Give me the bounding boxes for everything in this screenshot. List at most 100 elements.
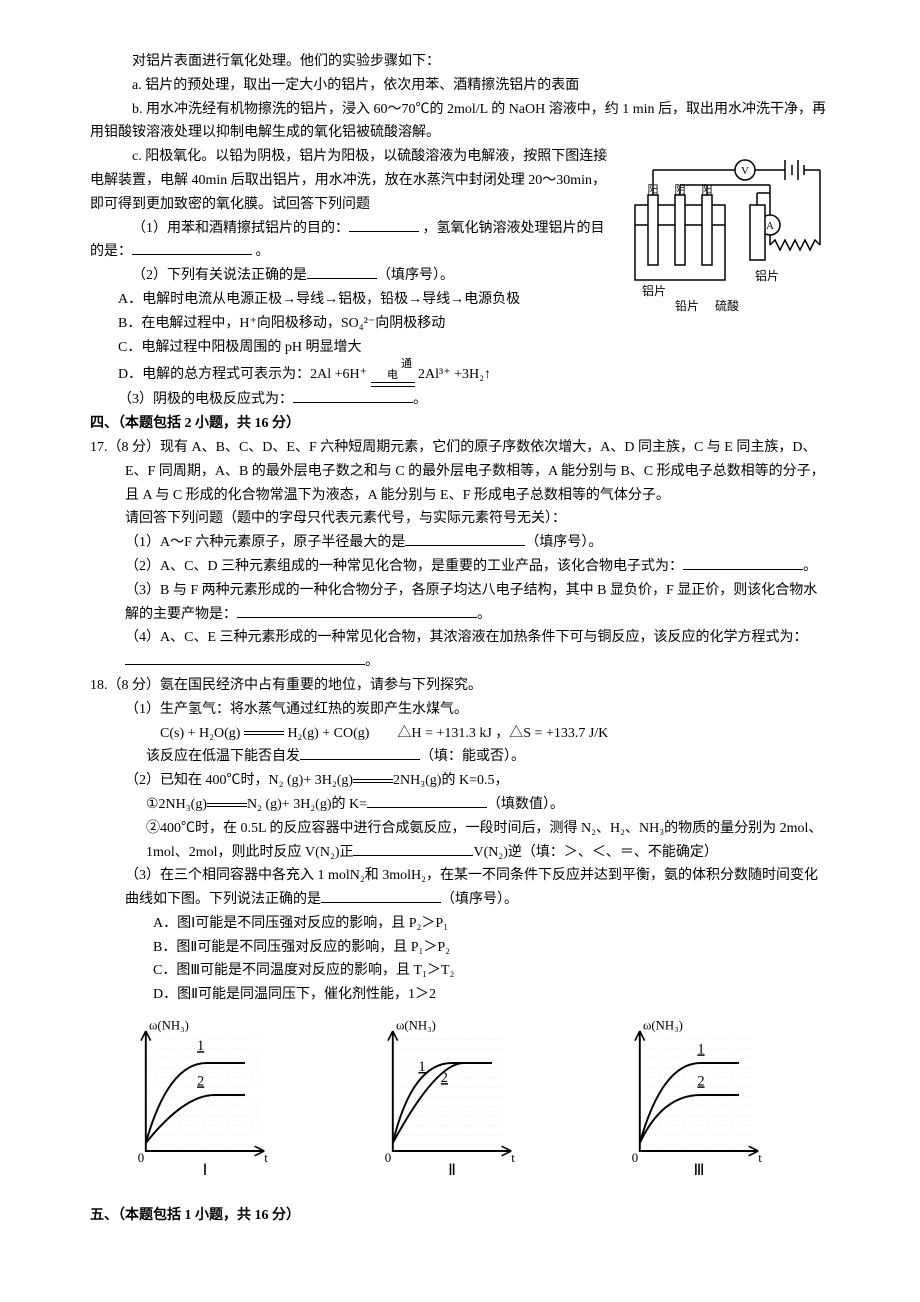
option-d: D．电解的总方程式可表示为：2Al +6H⁺ 通电 2Al³⁺ +3H₂↑	[90, 359, 830, 388]
q1-a: （1）用苯和酒精擦拭铝片的目的：	[132, 221, 349, 236]
blank	[307, 264, 377, 279]
q3: （3）阴极的电极反应式为： 。	[90, 388, 830, 412]
blank	[300, 745, 420, 760]
blank	[237, 603, 477, 618]
q18-3a: （3）在三个相同容器中各充入 1 molN₂和 3molH₂，在某一不同条件下反…	[90, 864, 830, 912]
svg-text:2: 2	[697, 1073, 704, 1089]
option-c: C．电解过程中阳极周围的 pH 明显增大	[90, 336, 830, 360]
eq1-right: H₂(g) + CO(g) △H = +131.3 kJ ，△S = +133.…	[287, 726, 608, 741]
q17-stem: 17.（8 分）现有 A、B、C、D、E、F 六种短周期元素，它们的原子序数依次…	[90, 436, 830, 507]
label-al-left: 铝片	[642, 283, 666, 298]
reversible-arrow	[207, 803, 247, 807]
q17-note: 请回答下列问题（题中的字母只代表元素代号，与实际元素符号无关）：	[90, 507, 830, 531]
q17-2: （2）A、C、D 三种元素组成的一种常见化合物，是重要的工业产品，该化合物电子式…	[90, 555, 830, 579]
svg-text:t: t	[511, 1151, 515, 1165]
q18-2b-2: N₂ (g)+ 3H₂(g)的 K=	[247, 797, 367, 812]
svg-text:ω(NH₃): ω(NH₃)	[643, 1018, 683, 1032]
q18-2c: ②400℃时，在 0.5L 的反应容器中进行合成氨反应，一段时间后，测得 N₂、…	[90, 817, 830, 865]
label-lead: 铅片	[675, 299, 699, 313]
reversible-arrow	[244, 731, 284, 735]
svg-text:Ⅱ: Ⅱ	[448, 1162, 456, 1179]
svg-text:1: 1	[418, 1059, 425, 1075]
blank	[132, 240, 252, 255]
svg-text:ω(NH₃): ω(NH₃)	[396, 1018, 436, 1032]
step-b-text: b. 用水冲洗经有机物擦洗的铝片，浸入 60～70℃的 2mol/L 的 NaO…	[90, 102, 826, 141]
arrow-top: 通电	[371, 359, 415, 381]
q18-1c: （填：能或否）。	[420, 749, 525, 764]
q17-1a: （1）A～F 六种元素原子，原子半径最大的是	[125, 535, 405, 550]
chart-3: 1 2 ω(NH₃) 0 t Ⅲ	[627, 1015, 787, 1192]
blank	[683, 555, 803, 570]
label-yin: 阴	[675, 183, 686, 196]
svg-text:1: 1	[697, 1041, 704, 1057]
step-b: b. 用水冲洗经有机物擦洗的铝片，浸入 60～70℃的 2mol/L 的 NaO…	[90, 98, 830, 146]
q18-2a-1: （2）已知在 400℃时，N₂ (g)+ 3H₂(g)	[125, 773, 353, 788]
svg-text:2: 2	[197, 1073, 204, 1089]
q18-2b-3: （填数值）。	[487, 797, 564, 812]
q18-opt-a: A．图Ⅰ可能是不同压强对反应的影响，且 P₂＞P₁	[90, 912, 830, 936]
label-acid: 硫酸	[715, 298, 739, 313]
q17-1b: （填序号）。	[525, 535, 602, 550]
q18-stem: 18.（8 分）氨在国民经济中占有重要的地位，请参与下列探究。	[90, 674, 830, 698]
q17-1: （1）A～F 六种元素原子，原子半径最大的是 （填序号）。	[90, 531, 830, 555]
blank	[125, 650, 365, 665]
label-yang: 阳	[648, 183, 659, 196]
chart-1: 12ω(NH₃)0tⅠ	[133, 1015, 293, 1192]
q18-opt-b: B．图Ⅱ可能是不同压强对反应的影响，且 P₁＞P₂	[90, 936, 830, 960]
q18-2b-1: ①2NH₃(g)	[146, 797, 207, 812]
eq1-left: C(s) + H₂O(g)	[160, 726, 240, 741]
svg-text:t: t	[265, 1151, 269, 1165]
svg-text:1: 1	[197, 1038, 204, 1054]
opt-d-1: D．电解的总方程式可表示为：2Al +6H⁺	[118, 367, 367, 382]
q18-2a-2: 2NH₃(g)的 K=0.5，	[393, 773, 508, 788]
q1-c: 。	[256, 244, 270, 259]
q17-4a: （4）A、C、E 三种元素形成的一种常见化合物，其浓溶液在加热条件下可与铜反应，…	[125, 630, 808, 645]
chart-2: 12ω(NH₃)0tⅡ	[380, 1015, 540, 1192]
q17-2a: （2）A、C、D 三种元素组成的一种常见化合物，是重要的工业产品，该化合物电子式…	[125, 559, 683, 574]
blank	[405, 531, 525, 546]
svg-text:V: V	[741, 165, 749, 177]
blank	[353, 841, 473, 856]
svg-text:A: A	[766, 220, 774, 232]
q2-text: （2）下列有关说法正确的是	[132, 268, 307, 283]
svg-text:0: 0	[631, 1151, 637, 1165]
label-al-right: 铝片	[755, 268, 779, 283]
q18-2c-2: V(N₂)逆（填：＞、＜、＝、不能确定）	[473, 845, 717, 860]
electrolysis-diagram: V A 阳 阴 阳 铝片 铅片 硫酸 铝片	[620, 145, 830, 334]
svg-text:0: 0	[138, 1151, 144, 1165]
q2-tail: （填序号）。	[377, 268, 454, 283]
blank	[321, 888, 441, 903]
charts-row: 12ω(NH₃)0tⅠ 12ω(NH₃)0tⅡ 12ω(NH₃)0tⅢ	[90, 1015, 830, 1192]
q17-4b: 。	[365, 654, 379, 669]
q18-opt-d: D．图Ⅱ可能是同温同压下，催化剂性能，1＞2	[90, 983, 830, 1007]
blank	[367, 793, 487, 808]
q18-1b: 该反应在低温下能否自发 （填：能或否）。	[90, 745, 830, 769]
q17-3: （3）B 与 F 两种元素形成的一种化合物分子，各原子均达八电子结构，其中 B …	[90, 579, 830, 627]
q18-eq1: C(s) + H₂O(g) H₂(g) + CO(g) △H = +131.3 …	[90, 722, 830, 746]
section-4-title: 四、（本题包括 2 小题，共 16 分）	[90, 412, 830, 436]
intro-line-1: 对铝片表面进行氧化处理。他们的实验步骤如下：	[90, 50, 830, 74]
q17-4: （4）A、C、E 三种元素形成的一种常见化合物，其浓溶液在加热条件下可与铜反应，…	[90, 626, 830, 674]
step-a: a. 铝片的预处理，取出一定大小的铝片，依次用苯、酒精擦洗铝片的表面	[90, 74, 830, 98]
svg-text:ω(NH₃): ω(NH₃)	[149, 1018, 189, 1032]
q17-2b: 。	[803, 559, 817, 574]
opt-d-2: 2Al³⁺ +3H₂↑	[418, 367, 491, 382]
q18-2a: （2）已知在 400℃时，N₂ (g)+ 3H₂(g) 2NH₃(g)的 K=0.…	[90, 769, 830, 793]
svg-text:t: t	[758, 1151, 762, 1165]
svg-text:Ⅲ: Ⅲ	[693, 1162, 704, 1179]
svg-text:0: 0	[385, 1151, 391, 1165]
step-c-text: c. 阳极氧化。以铅为阴极，铝片为阳极，以硫酸溶液为电解液，按照下图连接电解装置…	[90, 149, 607, 212]
section-5-title: 五、（本题包括 1 小题，共 16 分）	[90, 1204, 830, 1228]
blank	[293, 388, 413, 403]
blank	[349, 217, 419, 232]
svg-text:阳: 阳	[702, 183, 713, 196]
q18-opt-c: C．图Ⅲ可能是不同温度对反应的影响，且 T₁＞T₂	[90, 959, 830, 983]
q3-text: （3）阴极的电极反应式为：	[118, 392, 293, 407]
q17-3b: 。	[477, 607, 491, 622]
q3-tail: 。	[413, 392, 427, 407]
electrolysis-arrow: 通电	[371, 359, 415, 388]
q17-stem-text: 17.（8 分）现有 A、B、C、D、E、F 六种短周期元素，它们的原子序数依次…	[90, 440, 825, 503]
q18-2b: ①2NH₃(g) N₂ (g)+ 3H₂(g)的 K= （填数值）。	[90, 793, 830, 817]
reversible-arrow	[353, 779, 393, 783]
q18-1b-text: 该反应在低温下能否自发	[146, 749, 300, 764]
